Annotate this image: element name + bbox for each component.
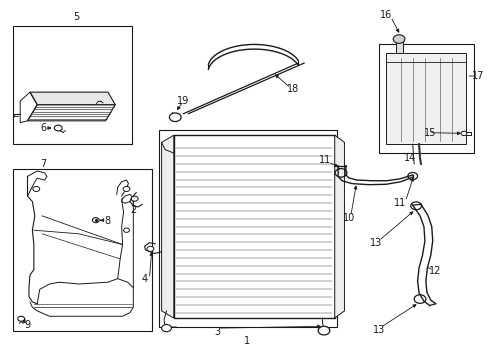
Text: 16: 16 <box>379 10 391 20</box>
Text: 7: 7 <box>41 159 47 169</box>
Text: 15: 15 <box>423 129 435 138</box>
Bar <box>13 169 152 330</box>
Circle shape <box>161 324 171 332</box>
Text: 18: 18 <box>286 84 299 94</box>
Circle shape <box>92 218 99 223</box>
Text: 4: 4 <box>141 274 147 284</box>
Text: 2: 2 <box>130 206 136 216</box>
Circle shape <box>169 113 181 122</box>
Text: 1: 1 <box>244 336 249 346</box>
Text: 17: 17 <box>471 71 484 81</box>
Text: 3: 3 <box>214 327 220 337</box>
Text: 12: 12 <box>427 266 440 276</box>
Circle shape <box>123 228 129 232</box>
Circle shape <box>54 125 62 131</box>
Text: 11: 11 <box>394 198 406 208</box>
Text: 13: 13 <box>372 325 384 335</box>
Text: 14: 14 <box>404 153 416 163</box>
Polygon shape <box>385 53 466 144</box>
Circle shape <box>33 186 40 192</box>
Circle shape <box>392 35 404 43</box>
Text: 9: 9 <box>24 320 31 329</box>
Text: 19: 19 <box>177 96 189 106</box>
Polygon shape <box>395 42 402 53</box>
Polygon shape <box>27 105 115 121</box>
Text: 8: 8 <box>104 216 110 226</box>
Bar <box>13 26 132 144</box>
Polygon shape <box>334 135 344 318</box>
Circle shape <box>123 186 130 192</box>
Text: 11: 11 <box>318 155 330 165</box>
Bar <box>378 44 473 153</box>
Bar <box>159 130 336 327</box>
Polygon shape <box>30 92 115 105</box>
Circle shape <box>318 326 329 335</box>
Text: 5: 5 <box>73 12 79 22</box>
Text: 6: 6 <box>41 123 46 133</box>
Text: 10: 10 <box>343 213 355 222</box>
Circle shape <box>460 131 466 135</box>
Circle shape <box>147 246 154 251</box>
Circle shape <box>131 196 138 201</box>
Polygon shape <box>161 135 173 318</box>
Text: 13: 13 <box>369 238 382 248</box>
Bar <box>173 135 334 318</box>
Circle shape <box>18 316 24 321</box>
